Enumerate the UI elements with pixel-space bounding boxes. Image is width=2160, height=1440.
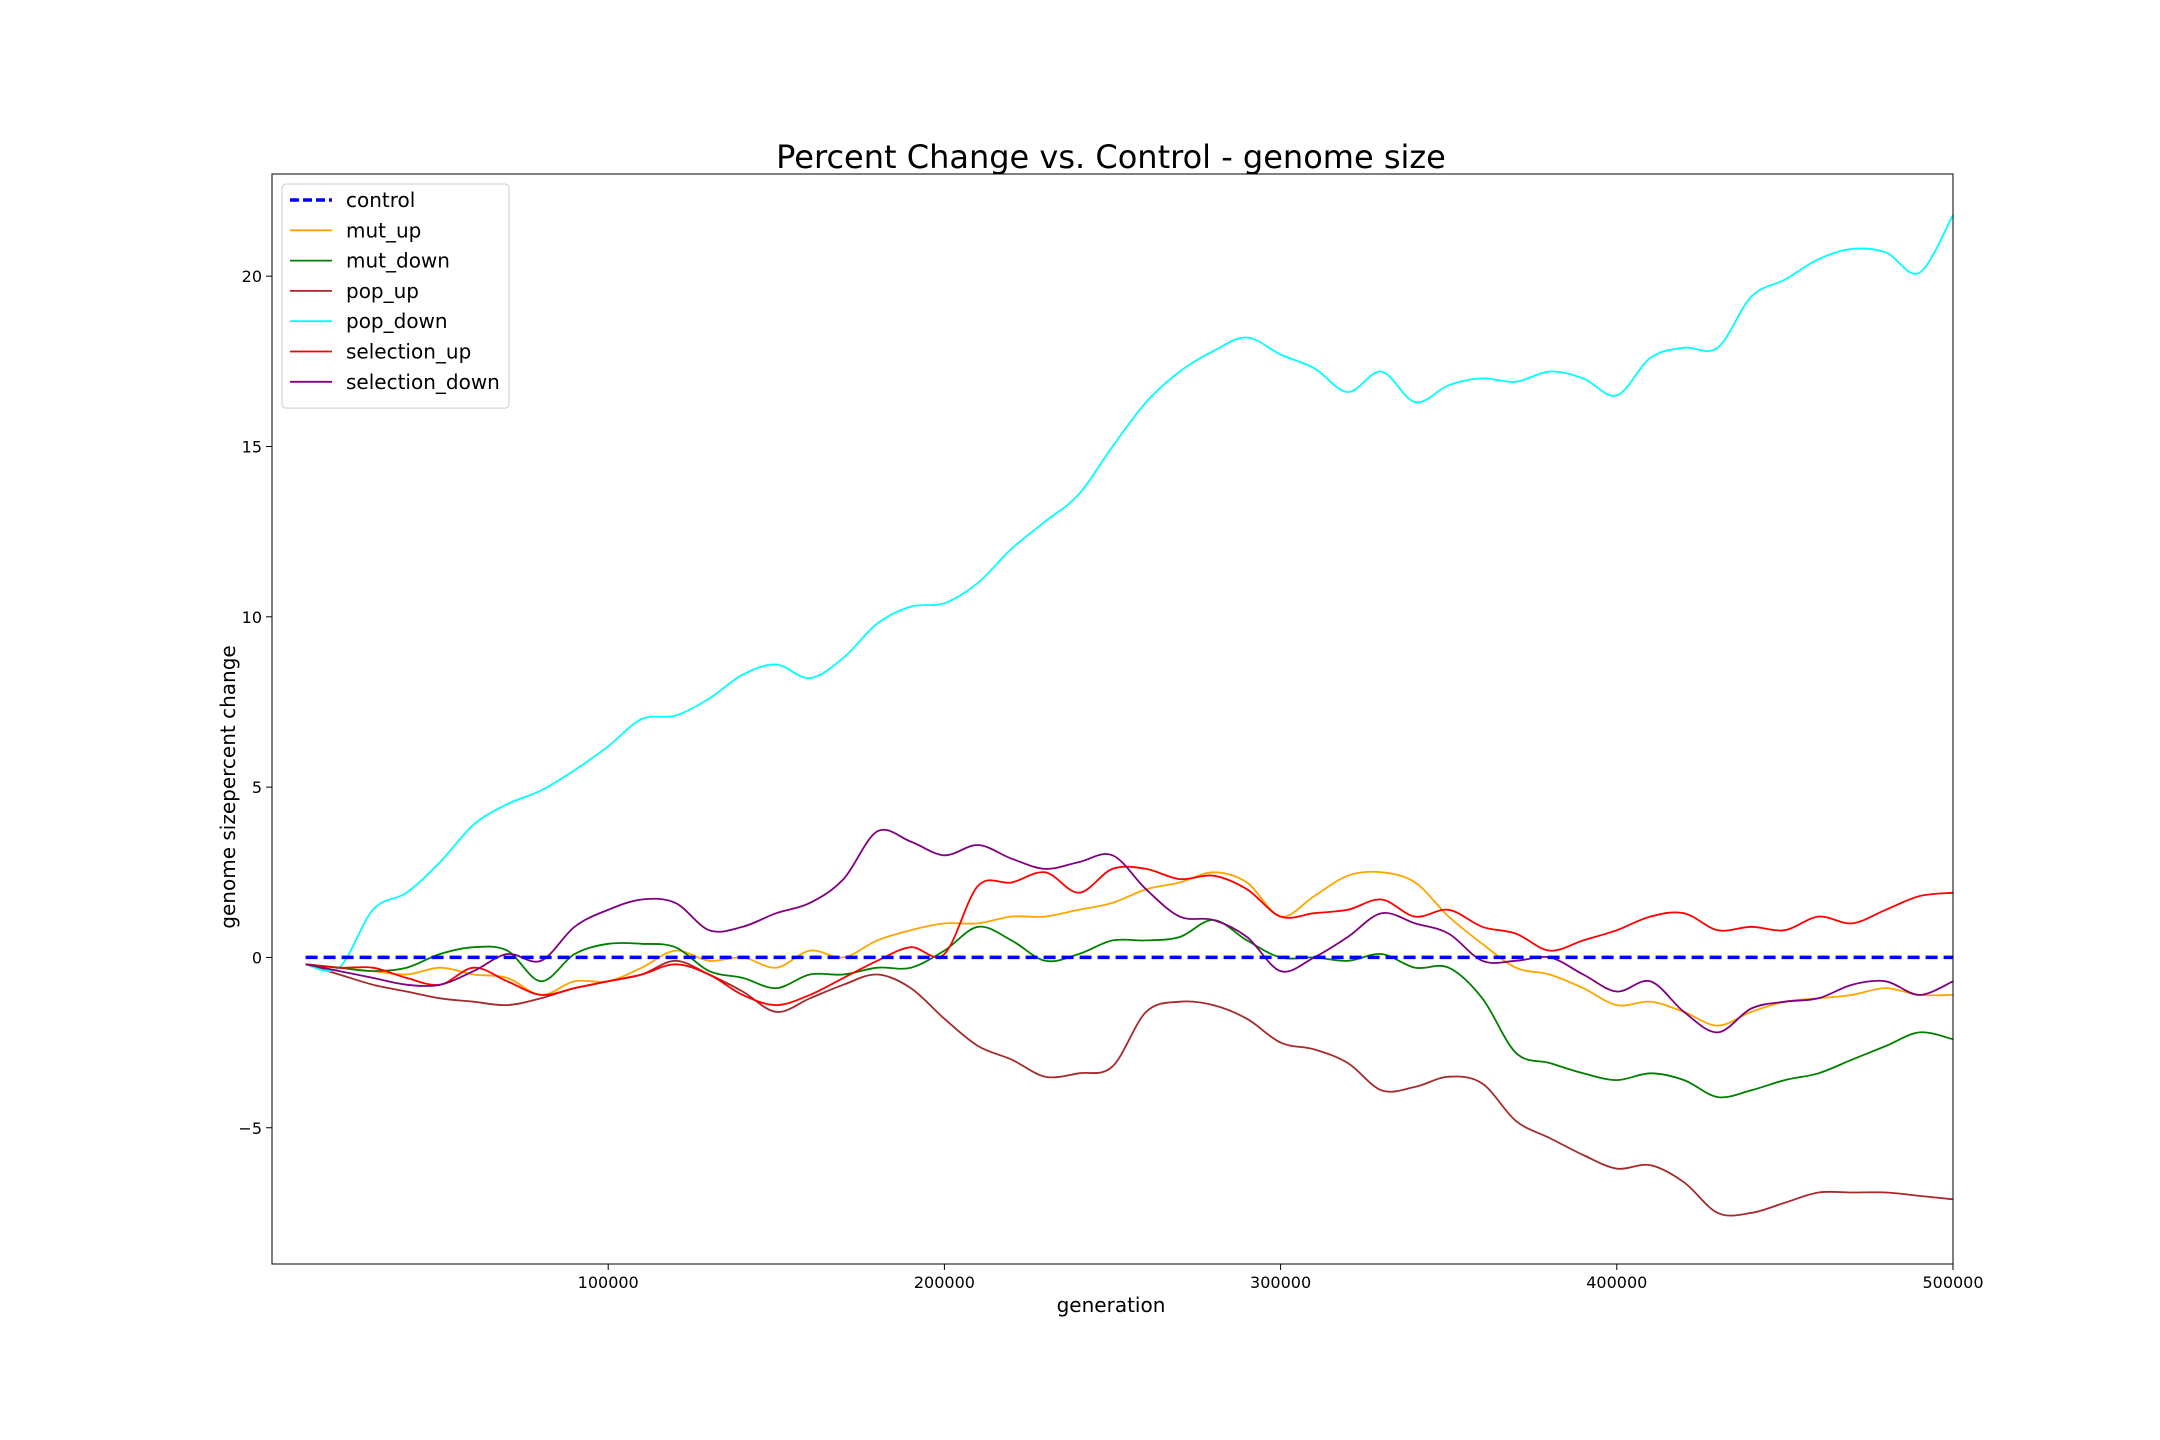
- x-tick-label: 500000: [1922, 1273, 1983, 1292]
- y-tick-label: 0: [252, 948, 262, 967]
- legend-label-mut-down: mut_down: [346, 249, 450, 273]
- legend: control mut_up mut_down pop_up pop_downselec…: [281, 183, 510, 409]
- y-tick-label: 5: [252, 778, 262, 797]
- x-tick-label: 400000: [1586, 1273, 1647, 1292]
- x-tick-label: 300000: [1250, 1273, 1311, 1292]
- x-axis-label: generation: [1057, 1293, 1166, 1317]
- legend-label-control: control: [346, 188, 415, 212]
- x-tick-label: 100000: [578, 1273, 639, 1292]
- legend-label-selection-down: selection_down: [346, 370, 500, 394]
- legend-label-selection-up: selection_up: [346, 340, 471, 364]
- series-line-pop-down: [305, 214, 1954, 972]
- y-tick-label: 15: [242, 438, 262, 457]
- series-line-selection-down: [305, 828, 1954, 1034]
- series-line-mut-up: [305, 870, 1954, 1027]
- legend-label-pop-up: pop_up: [346, 279, 419, 303]
- y-tick-label: 10: [242, 608, 262, 627]
- chart-title: Percent Change vs. Control - genome size: [776, 138, 1446, 176]
- y-tick-label: −5: [238, 1119, 262, 1138]
- y-axis-label: genome sizepercent change: [216, 645, 240, 928]
- series-line-mut-down: [305, 919, 1954, 1099]
- plot-frame: [271, 173, 1954, 1265]
- axes: 100000 200000 300000 400000 500000 −5 0 5 10 15 2…: [238, 173, 1984, 1292]
- y-tick-label: 20: [242, 267, 262, 286]
- x-tick-label: 200000: [914, 1273, 975, 1292]
- legend-box: [281, 183, 510, 409]
- legend-label-mut-up: mut_up: [346, 218, 421, 242]
- plot-area: [305, 214, 1954, 1217]
- legend-label-pop-down: pop_down: [346, 309, 448, 333]
- x-axis-ticks: 100000 200000 300000 400000 500000: [578, 1264, 1984, 1292]
- y-axis-ticks: −5 0 5 10 15 20: [238, 267, 272, 1138]
